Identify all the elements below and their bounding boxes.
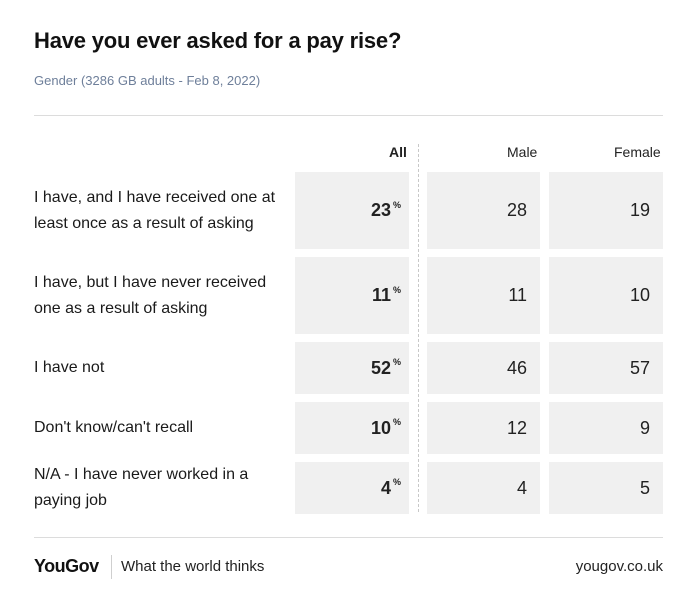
cell-female: 57 (549, 342, 663, 394)
cell-value-all: 23 (370, 200, 391, 220)
row-label: N/A - I have never worked in a paying jo… (34, 466, 249, 509)
page-subtitle: Gender (3286 GB adults - Feb 8, 2022) (34, 73, 261, 88)
cell-all: 23% (295, 172, 409, 249)
top-divider (34, 115, 663, 116)
cell-female: 10 (549, 257, 663, 334)
cell-male: 11 (427, 257, 540, 334)
cell-value-male: 12 (506, 417, 527, 438)
cell-male: 46 (427, 342, 540, 394)
cell-value-male: 4 (516, 477, 527, 498)
percent-sign: % (392, 199, 401, 210)
cell-value-all: 4 (380, 477, 391, 498)
footer-tagline: What the world thinks (121, 558, 265, 575)
cell-male: 28 (427, 172, 540, 249)
cell-male: 4 (427, 462, 540, 514)
footer-separator (111, 555, 112, 579)
percent-sign: % (392, 477, 401, 487)
cell-value-female: 5 (639, 477, 650, 498)
cell-female: 19 (549, 172, 663, 249)
cell-value-female: 19 (629, 200, 650, 220)
cell-value-female: 9 (639, 417, 650, 438)
percent-sign: % (392, 284, 401, 295)
cell-female: 9 (549, 402, 663, 454)
cell-value-male: 46 (506, 357, 527, 378)
footer-url[interactable]: yougov.co.uk (575, 558, 663, 575)
cell-value-all: 52 (370, 357, 391, 378)
cell-all: 10% (295, 402, 409, 454)
column-divider (418, 144, 419, 512)
cell-male: 12 (427, 402, 540, 454)
cell-value-all: 11 (371, 285, 391, 305)
cell-value-male: 28 (506, 200, 527, 220)
row-label: I have not (34, 359, 105, 376)
row-label: I have, but I have never received one as… (34, 273, 267, 317)
yougov-logo: YouGov (34, 556, 99, 576)
percent-sign: % (392, 417, 401, 427)
cell-value-female: 10 (629, 285, 650, 305)
cell-value-all: 10 (370, 417, 391, 438)
page-title: Have you ever asked for a pay rise? (34, 28, 402, 53)
column-header-male: Male (507, 144, 538, 160)
row-label: I have, and I have received one at least… (34, 188, 276, 232)
cell-all: 11% (295, 257, 409, 334)
column-header-all: All (389, 144, 407, 160)
cell-all: 4% (295, 462, 409, 514)
percent-sign: % (392, 357, 401, 367)
cell-female: 5 (549, 462, 663, 514)
bottom-divider (34, 537, 663, 538)
cell-all: 52% (295, 342, 409, 394)
column-header-female: Female (614, 144, 661, 160)
row-label: Don't know/can't recall (34, 419, 194, 436)
cell-value-female: 57 (629, 357, 650, 378)
cell-value-male: 11 (508, 285, 527, 305)
